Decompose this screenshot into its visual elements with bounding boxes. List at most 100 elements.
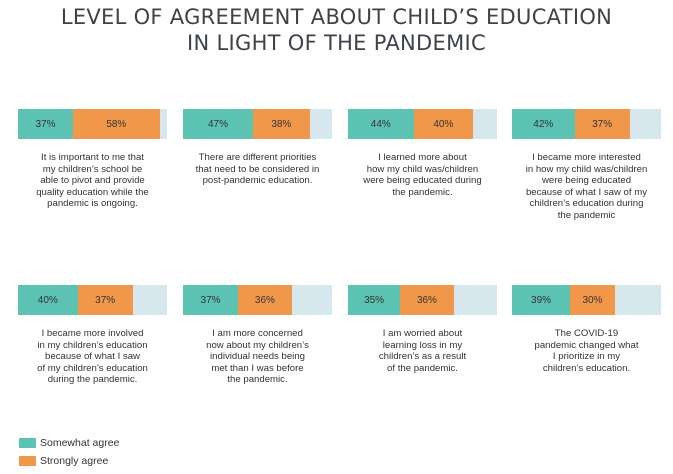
caption-line: the pandemic. [392, 186, 453, 198]
stacked-bar: 44% 40% [348, 109, 497, 139]
chart-item-7: 35% 36% I am worried about learning loss in… [348, 285, 497, 374]
caption-line: were being educated during [363, 175, 482, 187]
data-label-somewhat: 39% [531, 294, 552, 306]
data-label-strongly: 37% [592, 118, 613, 130]
caption-line: pandemic is ongoing. [47, 198, 138, 210]
stacked-bar: 37% 36% [183, 285, 332, 315]
legend: Somewhat agree Strongly agree [19, 434, 119, 470]
data-label-strongly: 38% [271, 118, 292, 130]
data-label-somewhat: 40% [37, 294, 58, 306]
caption-line: during the pandemic. [47, 374, 138, 386]
chart-item-caption: It is important to me that my children’s … [18, 152, 167, 210]
caption-line: because of what I saw of my [525, 186, 648, 198]
data-label-strongly: 30% [582, 294, 603, 306]
data-label-somewhat: 44% [370, 118, 391, 130]
caption-line: now about my children’s [206, 339, 309, 351]
bar-segment-strongly: 37% [77, 285, 133, 315]
caption-line: able to pivot and provide [40, 175, 145, 187]
chart-item-8: 39% 30% The COVID-19 pandemic changed what I… [512, 285, 661, 374]
caption-line: my children’s school be [42, 163, 143, 175]
legend-item-somewhat: Somewhat agree [19, 434, 119, 452]
caption-line: children’s as a result [378, 351, 467, 363]
legend-swatch-strongly [19, 456, 36, 466]
bar-segment-strongly: 37% [574, 109, 630, 139]
chart-title: LEVEL OF AGREEMENT ABOUT CHILD’S EDUCATI… [0, 4, 673, 56]
caption-line: I became more interested [532, 152, 641, 163]
chart-item-caption: The COVID-19 pandemic changed what I prior… [512, 328, 661, 374]
data-label-strongly: 58% [106, 118, 127, 130]
stacked-bar: 37% 58% [18, 109, 167, 139]
bar-segment-somewhat: 37% [18, 109, 74, 139]
chart-item-caption: There are different priorities that need … [183, 152, 332, 187]
stacked-bar: 40% 37% [18, 285, 167, 315]
bar-segment-strongly: 36% [400, 285, 454, 315]
caption-line: the pandemic [557, 209, 616, 221]
legend-item-strongly: Strongly agree [19, 452, 119, 470]
chart-item-caption: I became more interested in how my child … [512, 152, 661, 222]
caption-line: I am more concerned [212, 328, 303, 339]
data-label-strongly: 40% [433, 118, 454, 130]
chart-item-5: 40% 37% I became more involved in my childr… [18, 285, 167, 386]
chart-item-caption: I am more concerned now about my children… [183, 328, 332, 386]
stacked-bar: 39% 30% [512, 285, 661, 315]
caption-line: I prioritize in my [552, 351, 621, 363]
caption-line: children’s education during [529, 198, 644, 210]
chart-item-2: 47% 38% There are different priorities that… [183, 109, 332, 187]
chart-item-3: 44% 40% I learned more about how my child w… [348, 109, 497, 198]
bar-segment-somewhat: 42% [512, 109, 575, 139]
bar-segment-somewhat: 44% [348, 109, 414, 139]
chart-item-caption: I learned more about how my child was/chi… [348, 152, 497, 198]
chart-item-1: 37% 58% It is important to me that my child… [18, 109, 167, 210]
caption-line: learning loss in my [382, 339, 463, 351]
caption-line: because of what I saw [45, 351, 140, 363]
caption-line: were being educated [541, 175, 632, 187]
bar-segment-strongly: 30% [570, 285, 615, 315]
data-label-strongly: 37% [95, 294, 116, 306]
caption-line: quality education while the [36, 186, 149, 198]
caption-line: of the pandemic. [387, 362, 458, 374]
chart-item-caption: I am worried about learning loss in my chi… [348, 328, 497, 374]
caption-line: pandemic changed what [534, 339, 639, 351]
bar-segment-somewhat: 37% [183, 285, 239, 315]
caption-line: individual needs being [210, 351, 305, 363]
chart-item-6: 37% 36% I am more concerned now about my ch… [183, 285, 332, 386]
data-label-somewhat: 47% [208, 118, 229, 130]
caption-line: the pandemic. [227, 374, 288, 386]
caption-line: in my children’s education [37, 339, 148, 351]
data-label-somewhat: 37% [35, 118, 56, 130]
caption-line: I am worried about [382, 328, 463, 339]
bar-segment-somewhat: 39% [512, 285, 571, 315]
caption-line: It is important to me that [41, 152, 144, 163]
caption-line: that need to be considered in [195, 163, 320, 175]
caption-line: I learned more about [378, 152, 467, 163]
caption-line: in how my child was/children [525, 163, 648, 175]
chart-title-line-2: IN LIGHT OF THE PANDEMIC [187, 31, 486, 55]
legend-swatch-somewhat [19, 438, 36, 448]
data-label-somewhat: 42% [533, 118, 554, 130]
bar-segment-strongly: 38% [253, 109, 310, 139]
bar-segment-somewhat: 47% [183, 109, 254, 139]
stacked-bar: 47% 38% [183, 109, 332, 139]
data-label-somewhat: 37% [200, 294, 221, 306]
caption-line: There are different priorities [198, 152, 317, 163]
chart-item-caption: I became more involved in my children’s e… [18, 328, 167, 386]
data-label-strongly: 36% [254, 294, 275, 306]
caption-line: I became more involved [41, 328, 144, 339]
legend-label-somewhat: Somewhat agree [40, 437, 120, 449]
caption-line: how my child was/children [366, 163, 479, 175]
bar-segment-strongly: 36% [238, 285, 292, 315]
caption-line: children’s education. [542, 362, 631, 374]
bar-segment-strongly: 58% [73, 109, 160, 139]
bar-segment-somewhat: 40% [18, 285, 78, 315]
bar-segment-strongly: 40% [413, 109, 474, 139]
chart-item-4: 42% 37% I became more interested in how my … [512, 109, 661, 222]
data-label-strongly: 36% [416, 294, 437, 306]
stacked-bar: 42% 37% [512, 109, 661, 139]
stacked-bar: 35% 36% [348, 285, 497, 315]
caption-line: The COVID-19 [554, 328, 619, 339]
caption-line: of my children’s education [37, 362, 148, 374]
legend-label-strongly: Strongly agree [40, 455, 109, 467]
caption-line: met than I was before [211, 362, 304, 374]
bar-segment-somewhat: 35% [348, 285, 401, 315]
data-label-somewhat: 35% [364, 294, 385, 306]
